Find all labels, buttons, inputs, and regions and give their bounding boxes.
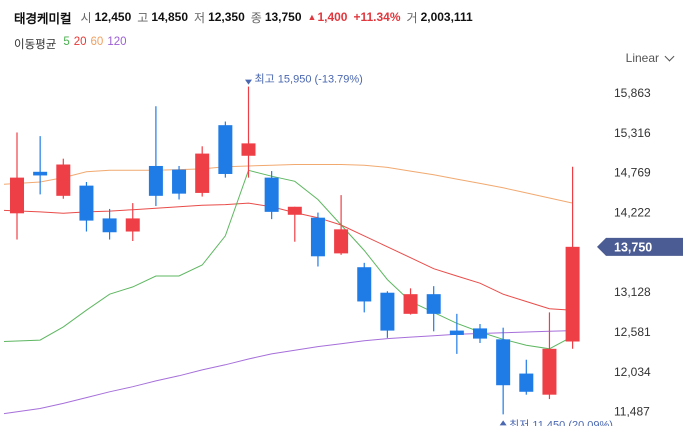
y-axis: 15,863 15,316 14,769 14,222 13,128 12,581 12,0… bbox=[614, 86, 651, 419]
candle-body bbox=[79, 185, 94, 221]
candle-body bbox=[357, 267, 372, 302]
low-marker-icon bbox=[499, 420, 507, 426]
moving-average-title: 이동평균 bbox=[14, 39, 57, 51]
open-value: 12,450 bbox=[94, 10, 132, 24]
up-arrow-icon: ▲ bbox=[307, 12, 317, 22]
candle-body bbox=[473, 328, 487, 339]
candle bbox=[380, 291, 395, 338]
scale-label: Linear bbox=[625, 51, 659, 65]
candle bbox=[172, 165, 187, 200]
candle-body bbox=[334, 229, 349, 254]
current-price-badge bbox=[597, 237, 683, 256]
low-value: 12,350 bbox=[208, 10, 245, 24]
ma60-line bbox=[3, 164, 573, 204]
stock-header: 태경케미컬 시 12,450 고 14,850 저 12,350 종 13,75… bbox=[14, 8, 479, 26]
candle-body bbox=[241, 143, 256, 156]
stock-name: 태경케미컬 bbox=[14, 11, 72, 26]
candle-body bbox=[56, 164, 71, 196]
ma60-label: 60 bbox=[90, 36, 104, 48]
y-tick-label: 11,487 bbox=[614, 405, 650, 419]
ma120-label: 120 bbox=[107, 36, 127, 48]
candle bbox=[496, 327, 511, 415]
candle-body bbox=[449, 330, 464, 335]
volume-value: 2,003,111 bbox=[420, 10, 473, 24]
scale-selector[interactable]: Linear bbox=[625, 51, 675, 65]
candle-body bbox=[403, 294, 418, 314]
high-label: 고 bbox=[137, 10, 149, 25]
candle-body bbox=[380, 292, 395, 331]
candle-body bbox=[10, 177, 24, 214]
candle bbox=[125, 203, 140, 241]
candle bbox=[287, 206, 302, 242]
change-percent: +11.34% bbox=[353, 10, 401, 24]
low-annotation: 최저 11,450 (20.09%) bbox=[509, 418, 613, 426]
candle bbox=[403, 288, 418, 315]
candle bbox=[241, 86, 256, 178]
candle bbox=[542, 312, 557, 400]
low-label: 저 bbox=[194, 10, 206, 25]
high-value: 14,850 bbox=[151, 10, 189, 24]
candle-body bbox=[310, 217, 325, 257]
ma5-label: 5 bbox=[63, 36, 70, 48]
candle bbox=[79, 181, 94, 232]
volume-label: 거 bbox=[406, 10, 418, 25]
annotations: 최고 15,950 (-13.79%) 최저 11,450 (20.09%) 13,… bbox=[245, 73, 683, 426]
candle bbox=[565, 166, 580, 349]
moving-average-legend[interactable]: 이동평균 5 20 60 120 bbox=[14, 36, 127, 52]
candle-body bbox=[195, 153, 210, 193]
ma20-label: 20 bbox=[73, 36, 87, 48]
candle bbox=[473, 324, 487, 343]
y-tick-label: 15,316 bbox=[614, 126, 651, 140]
candles bbox=[10, 86, 580, 415]
y-tick-label: 12,581 bbox=[614, 325, 651, 339]
change-value: 1,400 bbox=[317, 10, 348, 24]
y-tick-label: 12,034 bbox=[614, 365, 651, 379]
candle-body bbox=[426, 294, 441, 314]
candle bbox=[195, 146, 210, 197]
candle-body bbox=[102, 218, 117, 233]
ma120-line bbox=[3, 330, 573, 415]
candle-body bbox=[519, 373, 534, 392]
candle bbox=[218, 121, 233, 178]
candle-body bbox=[125, 218, 140, 232]
candle bbox=[10, 132, 24, 240]
close-label: 종 bbox=[250, 10, 262, 25]
candle bbox=[56, 158, 71, 199]
open-label: 시 bbox=[80, 10, 92, 25]
y-tick-label: 14,769 bbox=[614, 166, 651, 180]
y-tick-label: 15,863 bbox=[614, 86, 651, 100]
y-tick-label: 14,222 bbox=[614, 205, 651, 219]
candle-body bbox=[542, 348, 557, 395]
candle-body bbox=[287, 206, 302, 215]
candle bbox=[310, 212, 325, 267]
candle bbox=[449, 313, 464, 354]
candle bbox=[357, 262, 372, 313]
candle-body bbox=[172, 169, 187, 194]
candle bbox=[33, 136, 48, 195]
candle bbox=[519, 359, 534, 395]
candle-body bbox=[565, 246, 580, 342]
candle bbox=[102, 208, 117, 240]
candle-body bbox=[33, 171, 48, 176]
candle-body bbox=[496, 339, 511, 386]
current-price-label: 13,750 bbox=[614, 240, 652, 254]
candle bbox=[426, 286, 441, 332]
candle-body bbox=[264, 177, 279, 212]
candle bbox=[148, 106, 163, 207]
candle bbox=[334, 195, 349, 255]
high-annotation: 최고 15,950 (-13.79%) bbox=[255, 73, 363, 86]
close-value: 13,750 bbox=[264, 10, 302, 24]
y-tick-label: 13,128 bbox=[614, 285, 651, 299]
current-price-tag: 13,750 bbox=[597, 237, 683, 256]
candle bbox=[264, 171, 279, 220]
candle-body bbox=[148, 165, 163, 196]
candle-body bbox=[218, 125, 233, 174]
high-marker-icon bbox=[245, 79, 252, 85]
